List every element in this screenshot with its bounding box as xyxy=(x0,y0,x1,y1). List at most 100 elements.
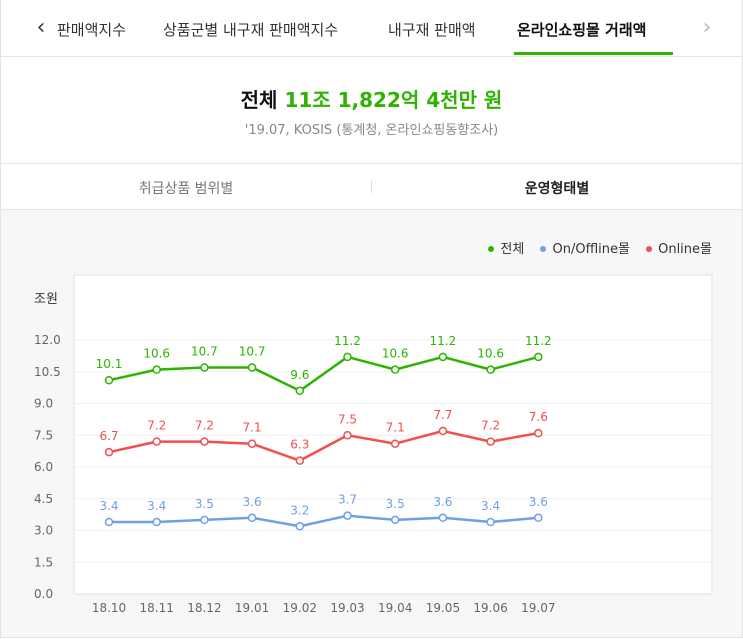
data-label: 10.7 xyxy=(191,345,218,359)
legend-label-onoffline: On/Offline몰 xyxy=(552,242,630,257)
tab-online-shopping-transactions[interactable]: 온라인쇼핑몰 거래액 xyxy=(517,21,647,39)
x-tick-label: 19.03 xyxy=(330,601,364,615)
data-point xyxy=(152,365,161,374)
data-label: 7.6 xyxy=(529,410,548,424)
data-label: 7.5 xyxy=(338,412,357,426)
subtab-operation-type[interactable]: 운영형태별 xyxy=(524,181,590,197)
tab-sales-index[interactable]: 판매액지수 xyxy=(57,21,127,39)
data-label: 7.7 xyxy=(433,408,452,422)
tab-durable-goods-index[interactable]: 상품군별 내구재 판매액지수 xyxy=(163,21,339,39)
x-tick-label: 18.11 xyxy=(140,601,174,615)
chart-legend: 전체 On/Offline몰 Online몰 xyxy=(476,238,712,257)
data-point xyxy=(343,511,352,520)
data-label: 3.7 xyxy=(338,493,357,507)
data-point xyxy=(247,439,257,448)
data-label: 11.2 xyxy=(525,334,552,348)
summary-panel: 전체 11조 1,822억 4천만 원 '19.07, KOSIS (통계청, … xyxy=(1,57,742,164)
data-label: 3.6 xyxy=(243,495,262,509)
legend-item-onoffline: On/Offline몰 xyxy=(540,238,630,257)
data-label: 7.1 xyxy=(386,421,405,435)
data-point xyxy=(295,386,305,396)
chevron-right-icon[interactable]: › xyxy=(702,15,712,40)
data-point xyxy=(247,513,257,523)
y-tick-label: 3.0 xyxy=(34,524,53,538)
total-headline: 전체 11조 1,822억 4천만 원 xyxy=(1,84,742,113)
data-point xyxy=(343,431,352,440)
legend-dot-icon xyxy=(488,245,495,252)
data-label: 10.6 xyxy=(382,347,409,361)
data-point xyxy=(486,517,495,527)
data-point xyxy=(534,513,543,523)
chart-area: 전체 On/Offline몰 Online몰 조원 0.0 1.5 3.0 4.5 6.… xyxy=(1,210,742,637)
data-point xyxy=(390,439,400,448)
data-label: 3.2 xyxy=(290,503,309,517)
data-label: 3.4 xyxy=(147,499,166,513)
y-tick-label: 6.0 xyxy=(34,460,53,474)
active-tab-indicator xyxy=(514,52,673,55)
y-tick-label: 9.0 xyxy=(34,397,53,411)
data-point xyxy=(486,437,495,446)
legend-label-online: Online몰 xyxy=(658,242,712,257)
total-label: 전체 xyxy=(240,88,278,112)
tab-durable-goods-sales[interactable]: 내구재 판매액 xyxy=(388,21,476,39)
x-tick-label: 18.12 xyxy=(187,601,221,615)
data-point xyxy=(295,456,305,465)
x-tick-label: 19.05 xyxy=(426,601,460,615)
data-point xyxy=(438,513,448,523)
data-point xyxy=(152,517,161,527)
series-line xyxy=(109,514,539,528)
data-label: 3.6 xyxy=(433,495,452,509)
legend-dot-icon xyxy=(540,245,547,252)
data-label: 3.4 xyxy=(99,499,118,513)
data-point xyxy=(104,375,114,385)
legend-item-online: Online몰 xyxy=(646,238,712,257)
source-text: '19.07, KOSIS (통계청, 온라인쇼핑동향조사) xyxy=(244,123,499,138)
data-label: 10.6 xyxy=(477,347,504,361)
x-tick-label: 19.07 xyxy=(521,601,555,615)
data-point xyxy=(247,363,257,372)
data-point xyxy=(200,515,209,525)
data-label: 10.7 xyxy=(239,345,266,359)
y-tick-label: 7.5 xyxy=(34,428,53,442)
series-line xyxy=(108,355,539,393)
data-point xyxy=(534,352,543,362)
data-label: 6.7 xyxy=(99,429,118,443)
data-point xyxy=(390,365,400,374)
data-label: 11.2 xyxy=(430,334,457,348)
y-axis-unit-label: 조원 xyxy=(34,292,58,307)
data-point xyxy=(486,365,495,374)
legend-item-total: 전체 xyxy=(488,238,524,257)
y-tick-label: 10.5 xyxy=(34,365,61,379)
x-tick-label: 19.04 xyxy=(378,601,412,615)
sub-tab-bar: 취급상품 범위별 운영형태별 xyxy=(1,164,742,210)
data-point xyxy=(200,437,209,446)
data-label: 7.2 xyxy=(481,419,500,433)
data-point xyxy=(534,428,543,438)
y-tick-label: 0.0 xyxy=(34,587,53,601)
series-line xyxy=(108,429,539,462)
data-label: 3.6 xyxy=(529,495,548,509)
data-label: 3.4 xyxy=(481,499,500,513)
x-tick-label: 19.01 xyxy=(235,601,269,615)
subtab-product-range[interactable]: 취급상품 범위별 xyxy=(138,181,234,197)
chevron-left-icon[interactable]: ‹ xyxy=(36,15,46,40)
data-point xyxy=(104,447,114,457)
data-label: 7.2 xyxy=(195,419,214,433)
line-chart: 0.0 1.5 3.0 4.5 6.0 7.5 9.0 10.5 12.0 18.10 18.11 1… xyxy=(34,274,713,615)
data-point xyxy=(200,363,209,372)
data-point xyxy=(390,515,400,525)
y-tick-label: 4.5 xyxy=(34,492,53,506)
legend-dot-icon xyxy=(646,245,653,252)
legend-label-total: 전체 xyxy=(500,242,525,257)
plot-area xyxy=(73,274,713,595)
data-label: 7.1 xyxy=(243,421,262,435)
data-label: 10.1 xyxy=(96,357,123,371)
y-tick-label: 1.5 xyxy=(34,555,53,569)
subtab-divider xyxy=(371,180,372,193)
x-tick-label: 19.02 xyxy=(283,601,317,615)
data-label: 3.5 xyxy=(386,497,405,511)
data-label: 3.5 xyxy=(195,497,214,511)
data-point xyxy=(104,517,114,527)
tab-bar: ‹ 판매액지수 상품군별 내구재 판매액지수 내구재 판매액 온라인쇼핑몰 거래… xyxy=(1,0,742,57)
